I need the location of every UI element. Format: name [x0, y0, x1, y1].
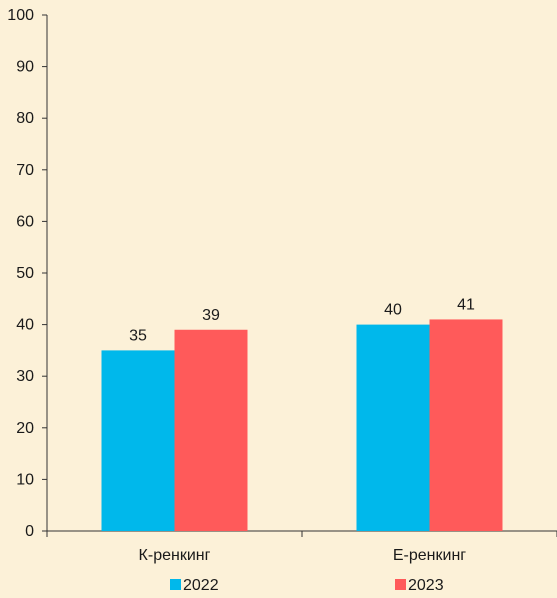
y-tick-label: 70: [16, 162, 34, 179]
legend-swatch: [395, 579, 406, 590]
y-tick-label: 0: [25, 523, 34, 540]
data-label: 41: [457, 296, 475, 313]
data-label: 39: [202, 307, 220, 324]
x-axis: [46, 530, 557, 537]
data-label: 40: [384, 302, 402, 319]
legend-label: 2022: [183, 577, 219, 594]
legend-label: 2023: [408, 577, 444, 594]
x-category-label: Е-ренкинг: [393, 547, 466, 564]
y-tick-label: 100: [7, 7, 34, 24]
y-tick-label: 80: [16, 110, 34, 127]
y-tick-label: 20: [16, 420, 34, 437]
legend-swatch: [170, 579, 181, 590]
bar: [356, 324, 430, 531]
bars: [101, 319, 503, 531]
y-tick-label: 40: [16, 317, 34, 334]
y-axis: 0 10 20 30 40 50 60 70 80 90 100: [7, 7, 48, 540]
data-label: 35: [129, 327, 147, 344]
x-category-label: К-ренкинг: [139, 547, 211, 564]
bar: [174, 329, 248, 531]
bar: [101, 350, 175, 531]
y-tick-label: 60: [16, 213, 34, 230]
data-labels: 35 39 40 41: [129, 296, 475, 344]
legend: 2022 2023: [170, 577, 444, 594]
category-labels: К-ренкинг Е-ренкинг: [139, 547, 467, 564]
bar: [429, 319, 503, 531]
y-tick-label: 10: [16, 471, 34, 488]
y-tick-label: 30: [16, 368, 34, 385]
y-tick-label: 90: [16, 59, 34, 76]
y-tick-label: 50: [16, 265, 34, 282]
